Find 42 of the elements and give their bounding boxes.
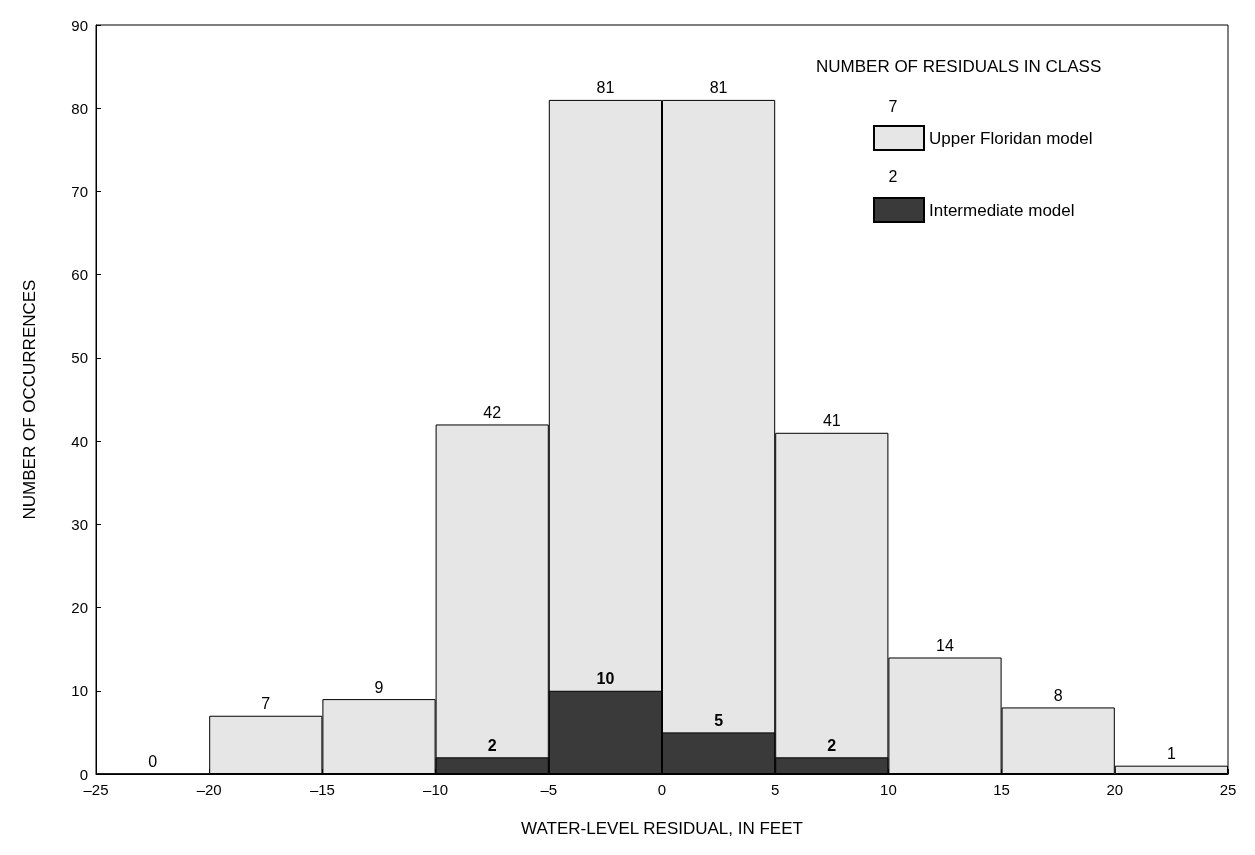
- x-axis-title: WATER-LEVEL RESIDUAL, IN FEET: [521, 819, 803, 838]
- y-axis-title: NUMBER OF OCCURRENCES: [20, 279, 39, 520]
- y-tick-label: 50: [71, 349, 88, 367]
- data-label: 81: [596, 79, 615, 97]
- data-label: 10: [596, 670, 615, 688]
- y-tick-label: 20: [71, 599, 88, 617]
- y-tick-label: 40: [71, 432, 88, 450]
- data-label: 81: [709, 79, 728, 97]
- legend-label: Upper Floridan model: [929, 128, 1093, 148]
- data-label: 2: [827, 736, 837, 754]
- data-label: 41: [822, 412, 841, 430]
- x-tick-label: –15: [309, 781, 335, 798]
- data-label: 42: [483, 403, 502, 421]
- data-label: 1: [1166, 745, 1176, 763]
- data-label: 5: [714, 711, 724, 729]
- x-tick-label: 5: [771, 781, 780, 798]
- legend-label: Intermediate model: [929, 200, 1075, 220]
- x-tick-label: –10: [423, 781, 449, 798]
- y-tick-label: 90: [71, 16, 88, 34]
- x-tick-label: –20: [196, 781, 222, 798]
- x-tick-label: –25: [83, 781, 109, 798]
- x-tick-label: 10: [880, 781, 897, 798]
- data-label: 9: [374, 678, 384, 696]
- legend-title: NUMBER OF RESIDUALS IN CLASS: [816, 57, 1102, 76]
- x-tick-label: 20: [1106, 781, 1124, 798]
- y-tick-label: 80: [71, 99, 88, 117]
- x-tick-label: –5: [540, 781, 558, 798]
- y-tick-label: 70: [71, 182, 88, 200]
- y-tick-label: 0: [79, 765, 88, 783]
- x-tick-label: 0: [657, 781, 667, 798]
- x-tick-label: 25: [1219, 781, 1237, 798]
- x-tick-label: 15: [993, 781, 1010, 798]
- data-label: 7: [261, 695, 271, 713]
- annotation: 7: [888, 97, 898, 115]
- y-tick-label: 30: [71, 515, 88, 533]
- y-tick-label: 60: [71, 266, 88, 284]
- data-label: 0: [148, 753, 158, 770]
- data-label: 14: [936, 636, 954, 654]
- data-label: 2: [487, 736, 497, 754]
- annotation: 2: [888, 167, 898, 185]
- data-label: 8: [1053, 686, 1063, 704]
- y-tick-label: 10: [71, 682, 88, 700]
